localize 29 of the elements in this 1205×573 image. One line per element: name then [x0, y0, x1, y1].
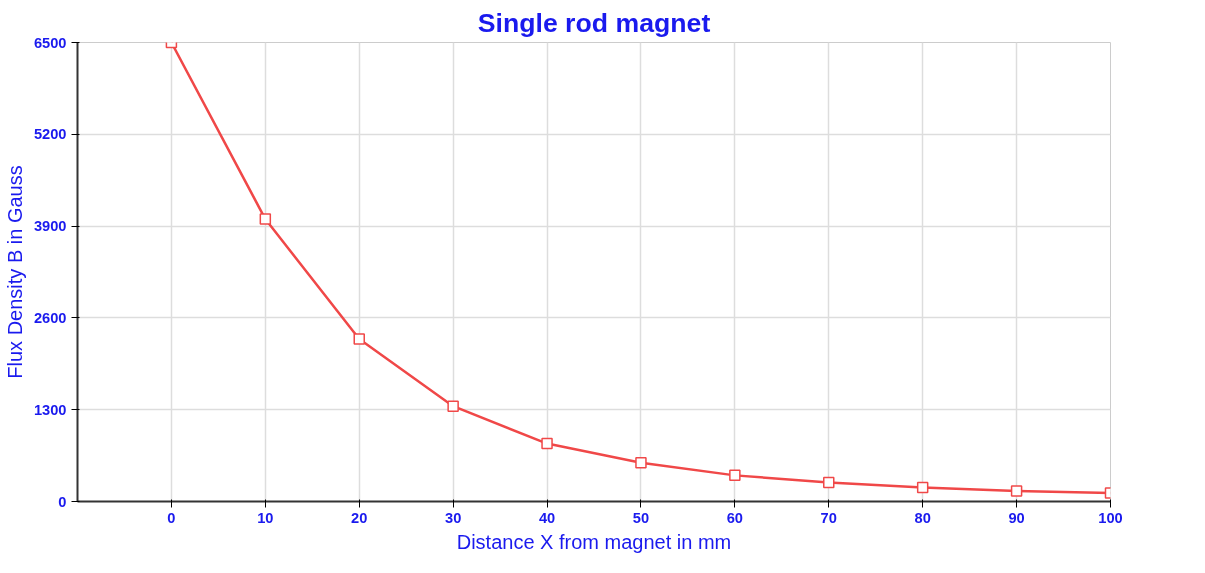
y-tick-label: 6500 — [33, 34, 67, 51]
x-tick-label: 50 — [632, 509, 650, 526]
point — [1010, 485, 1023, 497]
point — [447, 400, 459, 412]
point — [635, 456, 647, 469]
x-tick-label: 30 — [444, 509, 462, 526]
point — [823, 476, 835, 489]
y-axis-title: Flux Density B in Gauss — [3, 165, 26, 379]
point — [916, 481, 929, 494]
x-tick-label: 60 — [726, 509, 744, 526]
y-tick-label: 3900 — [33, 218, 67, 235]
x-tick-label: 100 — [1098, 509, 1123, 526]
point — [541, 437, 553, 450]
x-axis-title: Distance X from magnet in mm — [456, 530, 732, 553]
x-tick-label: 0 — [167, 509, 176, 526]
x-tick-label: 40 — [538, 509, 556, 526]
x-tick-label: 10 — [257, 509, 274, 526]
point — [353, 333, 365, 345]
y-tick-label: 0 — [58, 493, 67, 510]
x-tick-label: 90 — [1008, 509, 1025, 526]
point — [729, 469, 741, 482]
y-tick-label: 2600 — [33, 309, 67, 326]
point — [259, 213, 272, 225]
x-tick-label: 80 — [914, 509, 931, 526]
y-tick-label: 5200 — [33, 126, 67, 143]
y-tick-label: 1300 — [33, 401, 67, 418]
chart-title: Single rod magnet — [477, 7, 711, 38]
x-tick-label: 70 — [820, 509, 837, 526]
x-tick-label: 20 — [351, 509, 368, 526]
